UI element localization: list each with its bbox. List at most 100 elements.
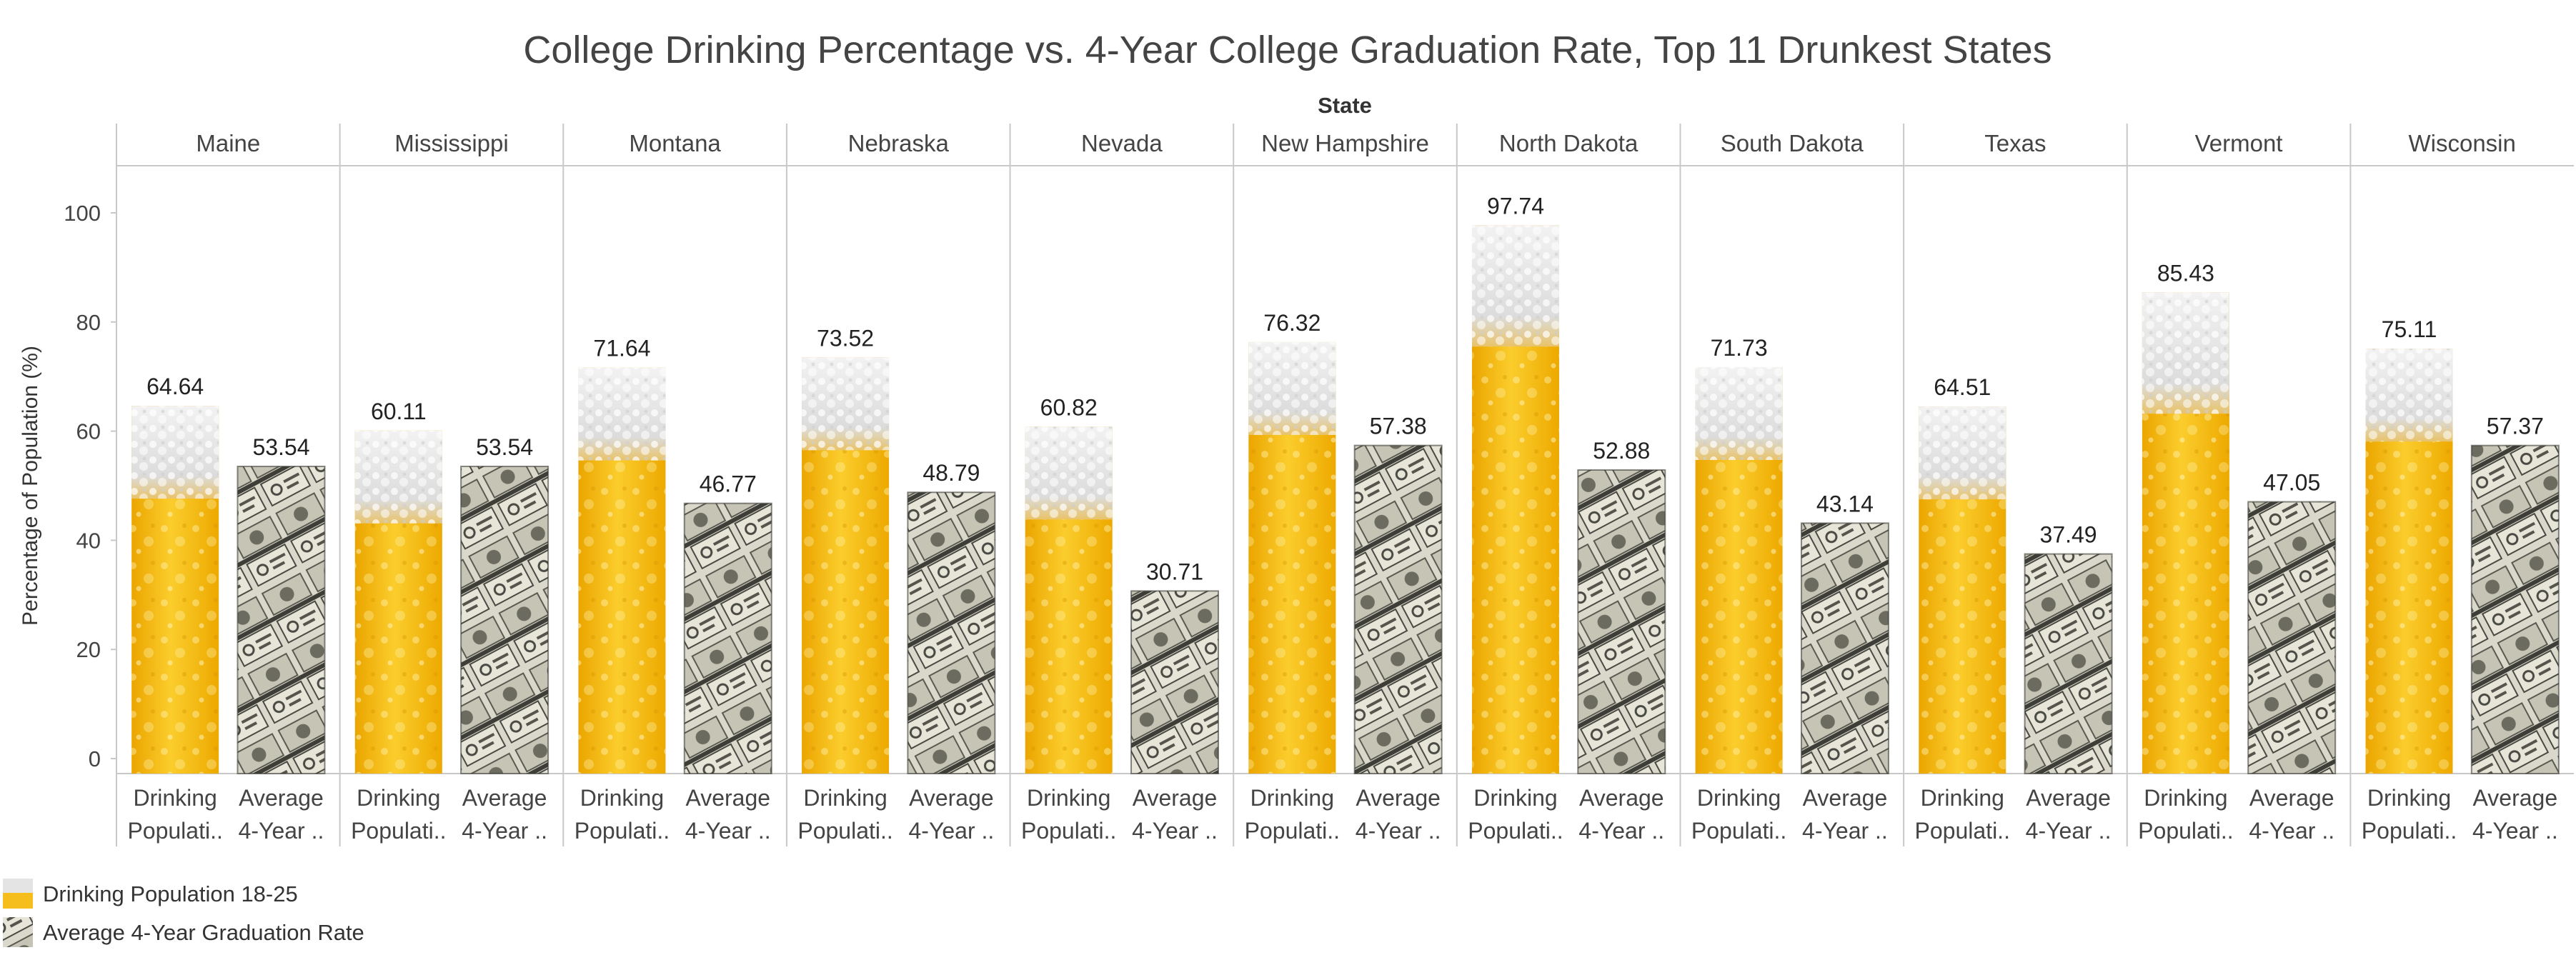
drinking-bar-foam-texture <box>131 406 219 499</box>
graduation-bar <box>460 465 549 774</box>
x-bar-label-graduation-line2: 4-Year .. <box>1132 818 1218 844</box>
x-bar-label-drinking-line1: Drinking <box>1697 785 1781 811</box>
graduation-bar <box>2470 444 2560 774</box>
drinking-bar-bubbles <box>1919 499 2006 774</box>
state-header-label: Texas <box>1984 130 2046 156</box>
state-column: Montana 71.64 46.77 Drinking Populati.. Avera… <box>562 124 772 846</box>
x-bar-label-graduation-line2: 4-Year .. <box>2249 818 2334 844</box>
state-column: Texas 64.51 37.49 Drinking Populati.. Average… <box>1903 124 2113 846</box>
graduation-bar-fill <box>2024 554 2112 774</box>
x-bar-label-drinking-line1: Drinking <box>133 785 217 811</box>
state-header-label: North Dakota <box>1499 130 1638 156</box>
drinking-value-label: 64.64 <box>146 374 204 399</box>
legend-swatch-drinking <box>3 879 33 909</box>
state-column: Vermont 85.43 47.05 Drinking Populati.. Avera… <box>2126 124 2337 846</box>
graduation-bar <box>1800 522 1889 774</box>
x-bar-label-drinking-line1: Drinking <box>803 785 887 811</box>
drinking-bar-bubbles <box>1025 519 1113 774</box>
y-tick-label: 100 <box>64 201 101 226</box>
drinking-bar <box>354 430 442 774</box>
drinking-value-label: 76.32 <box>1263 310 1321 336</box>
graduation-bar <box>683 502 772 774</box>
state-column: South Dakota 71.73 43.14 Drinking Populati..… <box>1679 124 1889 846</box>
drinking-value-label: 60.82 <box>1040 394 1098 420</box>
x-bar-label-drinking-line2: Populati.. <box>2138 818 2233 844</box>
graduation-bar-fill <box>684 503 772 774</box>
drinking-bar <box>1919 406 2006 774</box>
graduation-value-label: 53.54 <box>252 434 309 460</box>
drinking-bar <box>1695 366 1783 774</box>
chart-title: College Drinking Percentage vs. 4-Year C… <box>523 29 2052 71</box>
x-bar-label-graduation-line2: 4-Year .. <box>2026 818 2112 844</box>
drinking-bar-foam-texture <box>354 430 442 524</box>
x-bar-label-drinking-line1: Drinking <box>2144 785 2227 811</box>
state-header-label: South Dakota <box>1721 130 1864 156</box>
x-bar-label-graduation-line1: Average <box>2026 785 2111 811</box>
drinking-bar-bubbles <box>1471 346 1559 774</box>
x-bar-label-graduation-line2: 4-Year .. <box>239 818 324 844</box>
graduation-value-label: 47.05 <box>2263 470 2320 496</box>
drinking-value-label: 60.11 <box>371 399 427 424</box>
state-header-label: Maine <box>196 130 260 156</box>
graduation-bar-outline <box>2247 501 2337 775</box>
x-bar-label-drinking-line1: Drinking <box>1473 785 1557 811</box>
legend-swatch-drinking-foam <box>3 879 33 893</box>
graduation-value-label: 57.38 <box>1370 414 1427 439</box>
graduation-bar-outline <box>1577 469 1666 775</box>
drinking-bar-foam-texture <box>1919 406 2006 500</box>
legend-swatch-graduation-fill <box>3 917 33 947</box>
drinking-bar-bubbles <box>578 460 666 774</box>
drinking-bar-foam-texture <box>2365 349 2453 442</box>
graduation-bar-fill <box>461 466 549 774</box>
drinking-bar <box>578 367 666 774</box>
drinking-bar-bubbles <box>2142 414 2229 774</box>
graduation-bar-outline <box>2024 553 2113 775</box>
drinking-value-label: 75.11 <box>2382 316 2437 342</box>
x-bar-label-drinking-line1: Drinking <box>1250 785 1334 811</box>
x-bar-label-drinking-line2: Populati.. <box>1915 818 2010 844</box>
y-tick-label: 20 <box>76 637 101 662</box>
drinking-bar <box>802 357 890 774</box>
state-column: Mississippi 60.11 53.54 Drinking Populati.. A… <box>339 124 549 846</box>
graduation-bar-outline <box>2470 444 2560 774</box>
legend-label-graduation: Average 4-Year Graduation Rate <box>43 920 364 945</box>
graduation-bar-outline <box>683 502 772 774</box>
drinking-bar <box>2365 349 2453 774</box>
drinking-bar-bubbles <box>2365 441 2453 774</box>
drinking-bar <box>1248 341 1336 774</box>
x-bar-label-drinking-line2: Populati.. <box>1021 818 1116 844</box>
graduation-bar-outline <box>907 491 996 774</box>
x-bar-label-drinking-line1: Drinking <box>1027 785 1110 811</box>
drinking-bar-foam-texture <box>1025 426 1113 520</box>
x-bar-label-graduation-line2: 4-Year .. <box>1802 818 1888 844</box>
y-tick-label: 0 <box>89 746 101 771</box>
drinking-bar-bubbles <box>354 523 442 774</box>
x-bar-label-graduation-line2: 4-Year .. <box>462 818 547 844</box>
drinking-bar-foam-texture <box>802 357 890 451</box>
x-bar-label-graduation-line2: 4-Year .. <box>2472 818 2558 844</box>
drinking-bar-bubbles <box>1248 434 1336 774</box>
x-bar-label-graduation-line1: Average <box>1579 785 1664 811</box>
state-header-label: Vermont <box>2195 130 2283 156</box>
x-bar-label-graduation-line1: Average <box>685 785 770 811</box>
drinking-bar-foam-texture <box>1695 366 1783 460</box>
drinking-bar-foam-texture <box>578 367 666 461</box>
legend: Drinking Population 18-25 Average 4-Year … <box>3 879 364 947</box>
x-bar-label-graduation-line1: Average <box>1803 785 1888 811</box>
graduation-bar <box>2247 501 2337 775</box>
x-bar-label-graduation-line1: Average <box>1356 785 1441 811</box>
x-bar-label-drinking-line2: Populati.. <box>575 818 670 844</box>
legend-label-drinking: Drinking Population 18-25 <box>43 881 298 906</box>
x-bar-label-drinking-line1: Drinking <box>357 785 440 811</box>
graduation-bar-outline <box>1130 590 1220 775</box>
graduation-bar-outline <box>237 465 326 774</box>
drinking-value-label: 71.73 <box>1711 335 1768 361</box>
state-column: Nevada 60.82 30.71 Drinking Populati.. Averag… <box>1009 124 1220 846</box>
state-header-label: Nebraska <box>848 130 950 156</box>
drinking-value-label: 71.64 <box>593 336 650 361</box>
drinking-bar-bubbles <box>802 450 890 774</box>
drinking-bar <box>1025 426 1113 774</box>
drinking-bar-bubbles <box>131 499 219 774</box>
